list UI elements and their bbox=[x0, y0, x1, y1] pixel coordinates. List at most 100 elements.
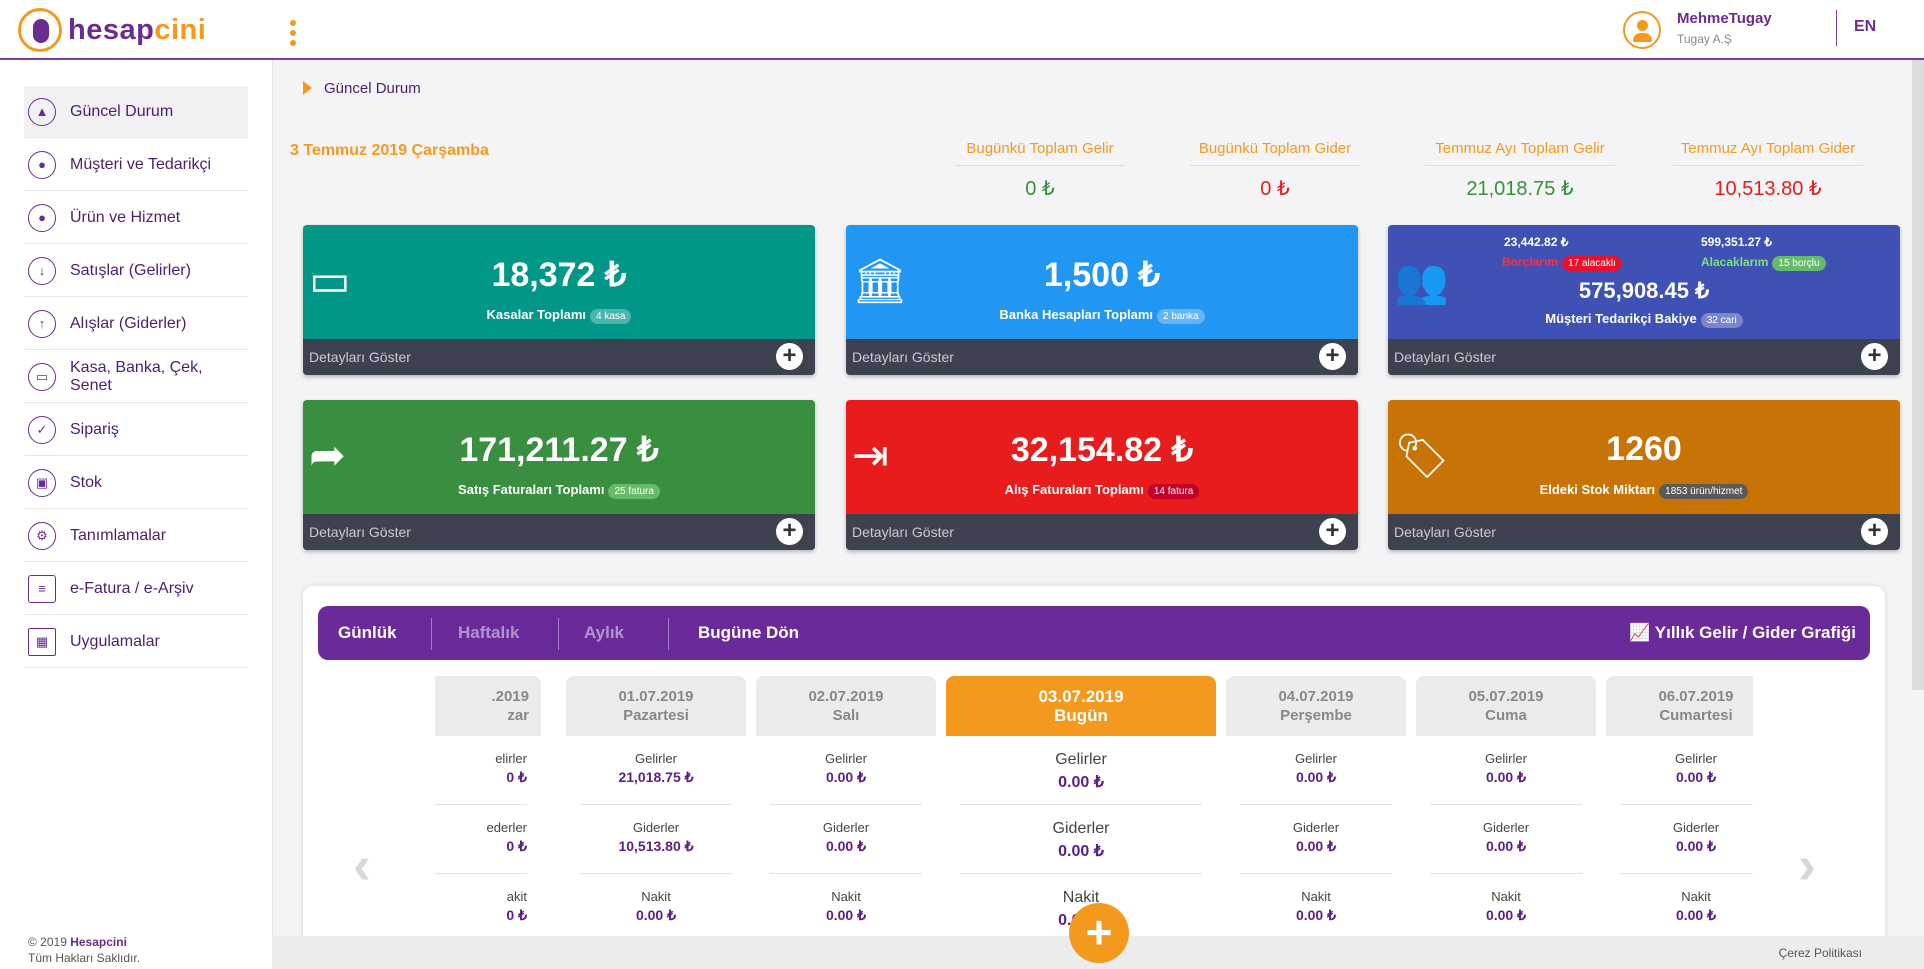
sidebar-item-label: Uygulamalar bbox=[70, 632, 160, 650]
row-label: Giderler bbox=[1482, 820, 1530, 835]
card-footer[interactable]: Detayları Göster + bbox=[846, 339, 1358, 375]
tab-gunluk[interactable]: Günlük bbox=[338, 623, 397, 642]
row-label: Giderler bbox=[1292, 820, 1340, 835]
sidebar-item-stok[interactable]: ▣ Stok bbox=[24, 457, 248, 509]
day-column[interactable]: .2019 zar elirler 0 ₺ ederler 0 ₺ akit 0 ₺ bbox=[435, 676, 541, 969]
details-link[interactable]: Detayları Göster bbox=[309, 349, 411, 365]
row-value: 0.00 ₺ bbox=[825, 838, 867, 854]
summary-value: 0 ₺ bbox=[1025, 178, 1055, 200]
plus-icon[interactable]: + bbox=[1319, 518, 1346, 545]
yearly-chart-button[interactable]: 📈 Yıllık Gelir / Gider Grafiği bbox=[1629, 606, 1856, 660]
tab-bugune-don[interactable]: Bugüne Dön bbox=[698, 623, 800, 642]
summary-today-income: Bugünkü Toplam Gelir 0 ₺ bbox=[955, 140, 1125, 201]
card-footer[interactable]: Detayları Göster + bbox=[1388, 339, 1900, 375]
tab-aylik[interactable]: Aylık bbox=[584, 623, 625, 642]
scrollbar[interactable] bbox=[1912, 60, 1924, 690]
menu-toggle-icon[interactable] bbox=[290, 20, 296, 50]
add-button[interactable]: + bbox=[1069, 903, 1129, 963]
language-switch[interactable]: EN bbox=[1854, 18, 1877, 35]
credit-amount: 599,351.27 ₺ bbox=[1701, 235, 1773, 249]
calendar-tabbar: Günlük Haftalık Aylık Bugüne Dön 📈 Yıllı… bbox=[318, 606, 1870, 660]
row-label: Giderler bbox=[1052, 820, 1110, 837]
copyright-rights: Tüm Hakları Saklıdır. bbox=[28, 951, 141, 965]
plus-icon[interactable]: + bbox=[1861, 343, 1888, 370]
row-label: Nakit bbox=[641, 889, 671, 904]
card-label: Alış Faturaları Toplamı bbox=[1004, 482, 1144, 497]
details-link[interactable]: Detayları Göster bbox=[1394, 349, 1496, 365]
day-column[interactable]: 04.07.2019 Perşembe Gelirler 0.00 ₺ Giderl… bbox=[1226, 676, 1406, 969]
chevron-right-icon[interactable]: › bbox=[1798, 835, 1816, 895]
user-icon: ● bbox=[28, 150, 56, 179]
bank-icon: 🏛 bbox=[852, 257, 908, 306]
chevron-left-icon[interactable]: ‹ bbox=[353, 835, 371, 895]
details-link[interactable]: Detayları Göster bbox=[852, 349, 954, 365]
day-name: Pazartesi bbox=[623, 707, 689, 724]
gear-icon: ⚙ bbox=[28, 521, 56, 550]
cash-icon: ▭ bbox=[28, 362, 56, 391]
count-badge: 4 kasa bbox=[590, 309, 632, 324]
card-amount: 1260 bbox=[1606, 430, 1682, 468]
plus-icon[interactable]: + bbox=[776, 518, 803, 545]
tab-haftalik[interactable]: Haftalık bbox=[458, 623, 520, 642]
plus-icon[interactable]: + bbox=[776, 343, 803, 370]
row-label: Gelirler bbox=[1485, 751, 1527, 766]
row-value: 0.00 ₺ bbox=[825, 907, 867, 923]
card-satis: ➦ 171,211.27 ₺ Satış Faturaları Toplamı 2… bbox=[303, 400, 815, 550]
card-amount: 18,372 ₺ bbox=[491, 256, 627, 294]
divider bbox=[558, 618, 559, 650]
card-label: Müşteri Tedarikçi Bakiye bbox=[1545, 311, 1697, 326]
user-company: Tugay A.Ş bbox=[1677, 32, 1732, 46]
row-value: 0.00 ₺ bbox=[825, 769, 867, 785]
upload-icon: ↑ bbox=[28, 309, 56, 338]
sidebar-item-satislar[interactable]: ↓ Satışlar (Gelirler) bbox=[24, 245, 248, 297]
plus-icon[interactable]: + bbox=[1861, 518, 1888, 545]
copyright-brand[interactable]: Hesapcini bbox=[70, 935, 127, 949]
card-kasa: ▭ 18,372 ₺ Kasalar Toplamı 4 kasa Detayla… bbox=[303, 225, 815, 375]
day-column[interactable]: 02.07.2019 Salı Gelirler 0.00 ₺ Giderler 0.… bbox=[756, 676, 936, 969]
cookie-policy-link[interactable]: Çerez Politikası bbox=[1778, 946, 1862, 960]
sidebar-item-label: Müşteri ve Tedarikçi bbox=[70, 155, 212, 173]
logo[interactable]: hesapcini bbox=[18, 8, 206, 52]
count-badge: 32 cari bbox=[1700, 313, 1743, 328]
user-name[interactable]: MehmeTugay bbox=[1677, 10, 1772, 27]
row-label: Nakit bbox=[831, 889, 861, 904]
card-footer[interactable]: Detayları Göster + bbox=[846, 514, 1358, 550]
divider bbox=[1836, 10, 1837, 46]
breadcrumb[interactable]: Güncel Durum bbox=[303, 80, 421, 97]
sidebar-item-siparis[interactable]: ✓ Sipariş bbox=[24, 404, 248, 456]
sidebar-item-guncel-durum[interactable]: ▲ Güncel Durum bbox=[24, 86, 248, 138]
details-link[interactable]: Detayları Göster bbox=[1394, 524, 1496, 540]
card-amount: 575,908.45 ₺ bbox=[1578, 278, 1710, 303]
row-value: 0.00 ₺ bbox=[1675, 907, 1717, 923]
card-footer[interactable]: Detayları Göster + bbox=[303, 514, 815, 550]
logo-text-part2: cini bbox=[154, 13, 207, 46]
plus-icon[interactable]: + bbox=[1319, 343, 1346, 370]
row-label: Gelirler bbox=[1055, 751, 1107, 768]
sidebar-item-musteri[interactable]: ● Müşteri ve Tedarikçi bbox=[24, 139, 248, 191]
row-value: 21,018.75 ₺ bbox=[618, 769, 694, 785]
sidebar-item-alislar[interactable]: ↑ Alışlar (Giderler) bbox=[24, 298, 248, 350]
summary-value: 0 ₺ bbox=[1260, 178, 1290, 200]
box-icon: ▣ bbox=[28, 468, 56, 497]
sidebar-item-urun[interactable]: ● Ürün ve Hizmet bbox=[24, 192, 248, 244]
row-value: 0 ₺ bbox=[506, 907, 527, 923]
day-column[interactable]: 05.07.2019 Cuma Gelirler 0.00 ₺ Giderler 0.… bbox=[1416, 676, 1596, 969]
sidebar-item-label: Kasa, Banka, Çek, Senet bbox=[70, 358, 203, 394]
card-footer[interactable]: Detayları Göster + bbox=[1388, 514, 1900, 550]
sidebar-item-efatura[interactable]: ≡ e-Fatura / e-Arşiv bbox=[24, 563, 248, 615]
sidebar-item-tanimlamalar[interactable]: ⚙ Tanımlamalar bbox=[24, 510, 248, 562]
sidebar-item-kasa-banka[interactable]: ▭ Kasa, Banka, Çek, Senet bbox=[24, 351, 248, 403]
details-link[interactable]: Detayları Göster bbox=[309, 524, 411, 540]
day-column[interactable]: 01.07.2019 Pazartesi Gelirler 21,018.75 ₺ … bbox=[566, 676, 746, 969]
sidebar-item-uygulamalar[interactable]: ▦ Uygulamalar bbox=[24, 616, 248, 668]
count-badge: 1853 ürün/hizmet bbox=[1659, 484, 1749, 499]
card-stok: 🏷 1260 Eldeki Stok Miktarı 1853 ürün/hizm… bbox=[1388, 400, 1900, 550]
row-label: Nakit bbox=[1301, 889, 1331, 904]
copyright: © 2019 Hesapcini Tüm Hakları Saklıdır. bbox=[28, 934, 140, 966]
details-link[interactable]: Detayları Göster bbox=[852, 524, 954, 540]
day-column[interactable]: 06.07.2019 Cumartesi Gelirler 0.00 ₺ Gider… bbox=[1606, 676, 1753, 969]
sidebar-item-label: Ürün ve Hizmet bbox=[70, 208, 181, 226]
debt-badge: 17 alacaklı bbox=[1562, 256, 1622, 271]
card-footer[interactable]: Detayları Göster + bbox=[303, 339, 815, 375]
user-avatar-icon[interactable] bbox=[1623, 11, 1661, 49]
